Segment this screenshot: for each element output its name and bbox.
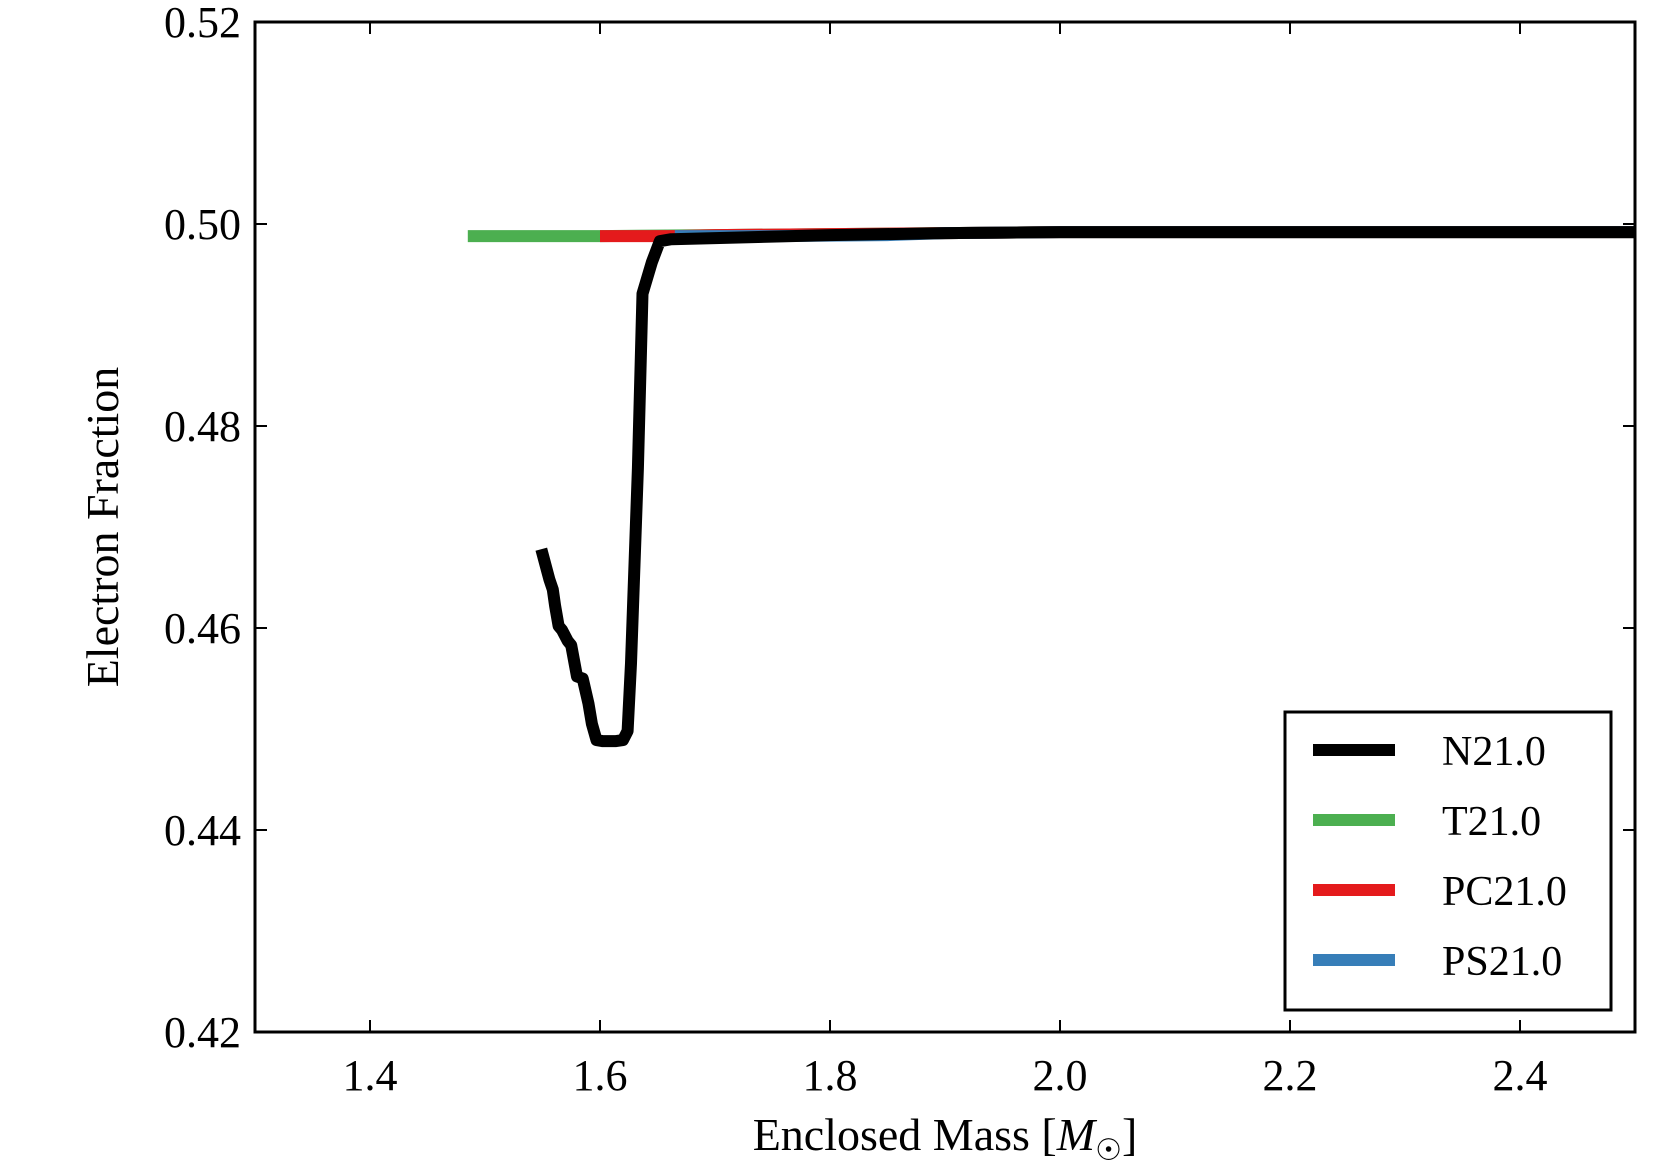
y-tick-label: 0.44 bbox=[164, 806, 241, 855]
x-tick-label: 2.2 bbox=[1263, 1051, 1318, 1100]
x-axis-label-symbol: M bbox=[1056, 1109, 1098, 1160]
series-line-n21-0 bbox=[535, 226, 1635, 748]
y-tick-label: 0.50 bbox=[164, 200, 241, 249]
legend: N21.0 T21.0 PC21.0 PS21.0 bbox=[1283, 710, 1613, 1012]
tick-labels: 1.4 1.6 1.8 2.0 2.2 2.4 0.42 0.44 0.46 0.48 0.50 0.… bbox=[164, 0, 1548, 1100]
x-tick-label: 1.6 bbox=[573, 1051, 628, 1100]
x-tick-label: 2.4 bbox=[1493, 1051, 1548, 1100]
x-axis-label: Enclosed Mass [M☉] bbox=[753, 1109, 1138, 1167]
x-tick-label: 2.0 bbox=[1033, 1051, 1088, 1100]
legend-label: T21.0 bbox=[1442, 799, 1541, 845]
y-tick-label: 0.42 bbox=[164, 1008, 241, 1057]
x-axis-label-text: Enclosed Mass [ bbox=[753, 1109, 1057, 1160]
x-tick-label: 1.4 bbox=[343, 1051, 398, 1100]
y-tick-label: 0.52 bbox=[164, 0, 241, 47]
plot-frame bbox=[253, 20, 1637, 1034]
legend-label: PS21.0 bbox=[1442, 939, 1562, 985]
series-layer bbox=[467, 226, 1635, 748]
sun-symbol-subscript: ☉ bbox=[1095, 1134, 1122, 1167]
x-axis-label-suffix: ] bbox=[1122, 1109, 1137, 1160]
legend-label: N21.0 bbox=[1442, 729, 1546, 775]
x-tick-label: 1.8 bbox=[803, 1051, 858, 1100]
y-tick-label: 0.48 bbox=[164, 402, 241, 451]
legend-label: PC21.0 bbox=[1442, 869, 1567, 915]
y-tick-label: 0.46 bbox=[164, 604, 241, 653]
y-axis-label: Electron Fraction bbox=[77, 367, 128, 688]
